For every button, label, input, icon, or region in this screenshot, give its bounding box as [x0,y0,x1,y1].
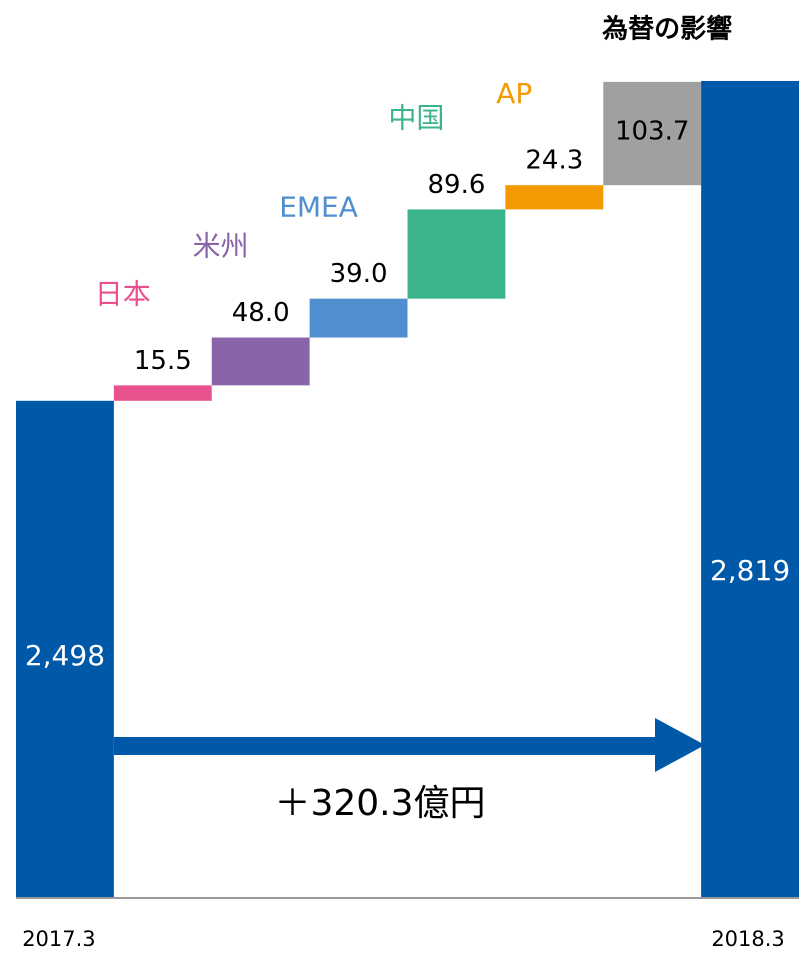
x-tick-label: 2018.3 [711,927,784,951]
category-label: 中国 [388,101,444,134]
value-label: 39.0 [330,259,388,289]
category-label: 日本 [95,277,151,310]
bar [16,400,114,897]
value-label: 103.7 [615,116,689,146]
value-label: 2,819 [710,554,790,587]
arrow [114,718,705,772]
category-label: EMEA [279,191,358,224]
annotation: ＋320.3億円 [274,783,485,824]
bar [407,209,506,299]
category-label: 為替の影響 [602,13,732,44]
category-label: 米州 [193,230,249,263]
bar [505,185,604,210]
value-label: 89.6 [427,170,485,200]
category-label: AP [496,77,532,110]
bar [113,385,212,401]
value-label: 24.3 [525,146,583,176]
bar [309,298,408,338]
x-tick-label: 2017.3 [22,927,95,951]
value-label: 48.0 [232,298,290,328]
bar [701,80,799,897]
value-label: 15.5 [134,346,192,376]
bar [211,337,310,386]
bar [603,81,702,186]
value-label: 2,498 [25,639,105,672]
